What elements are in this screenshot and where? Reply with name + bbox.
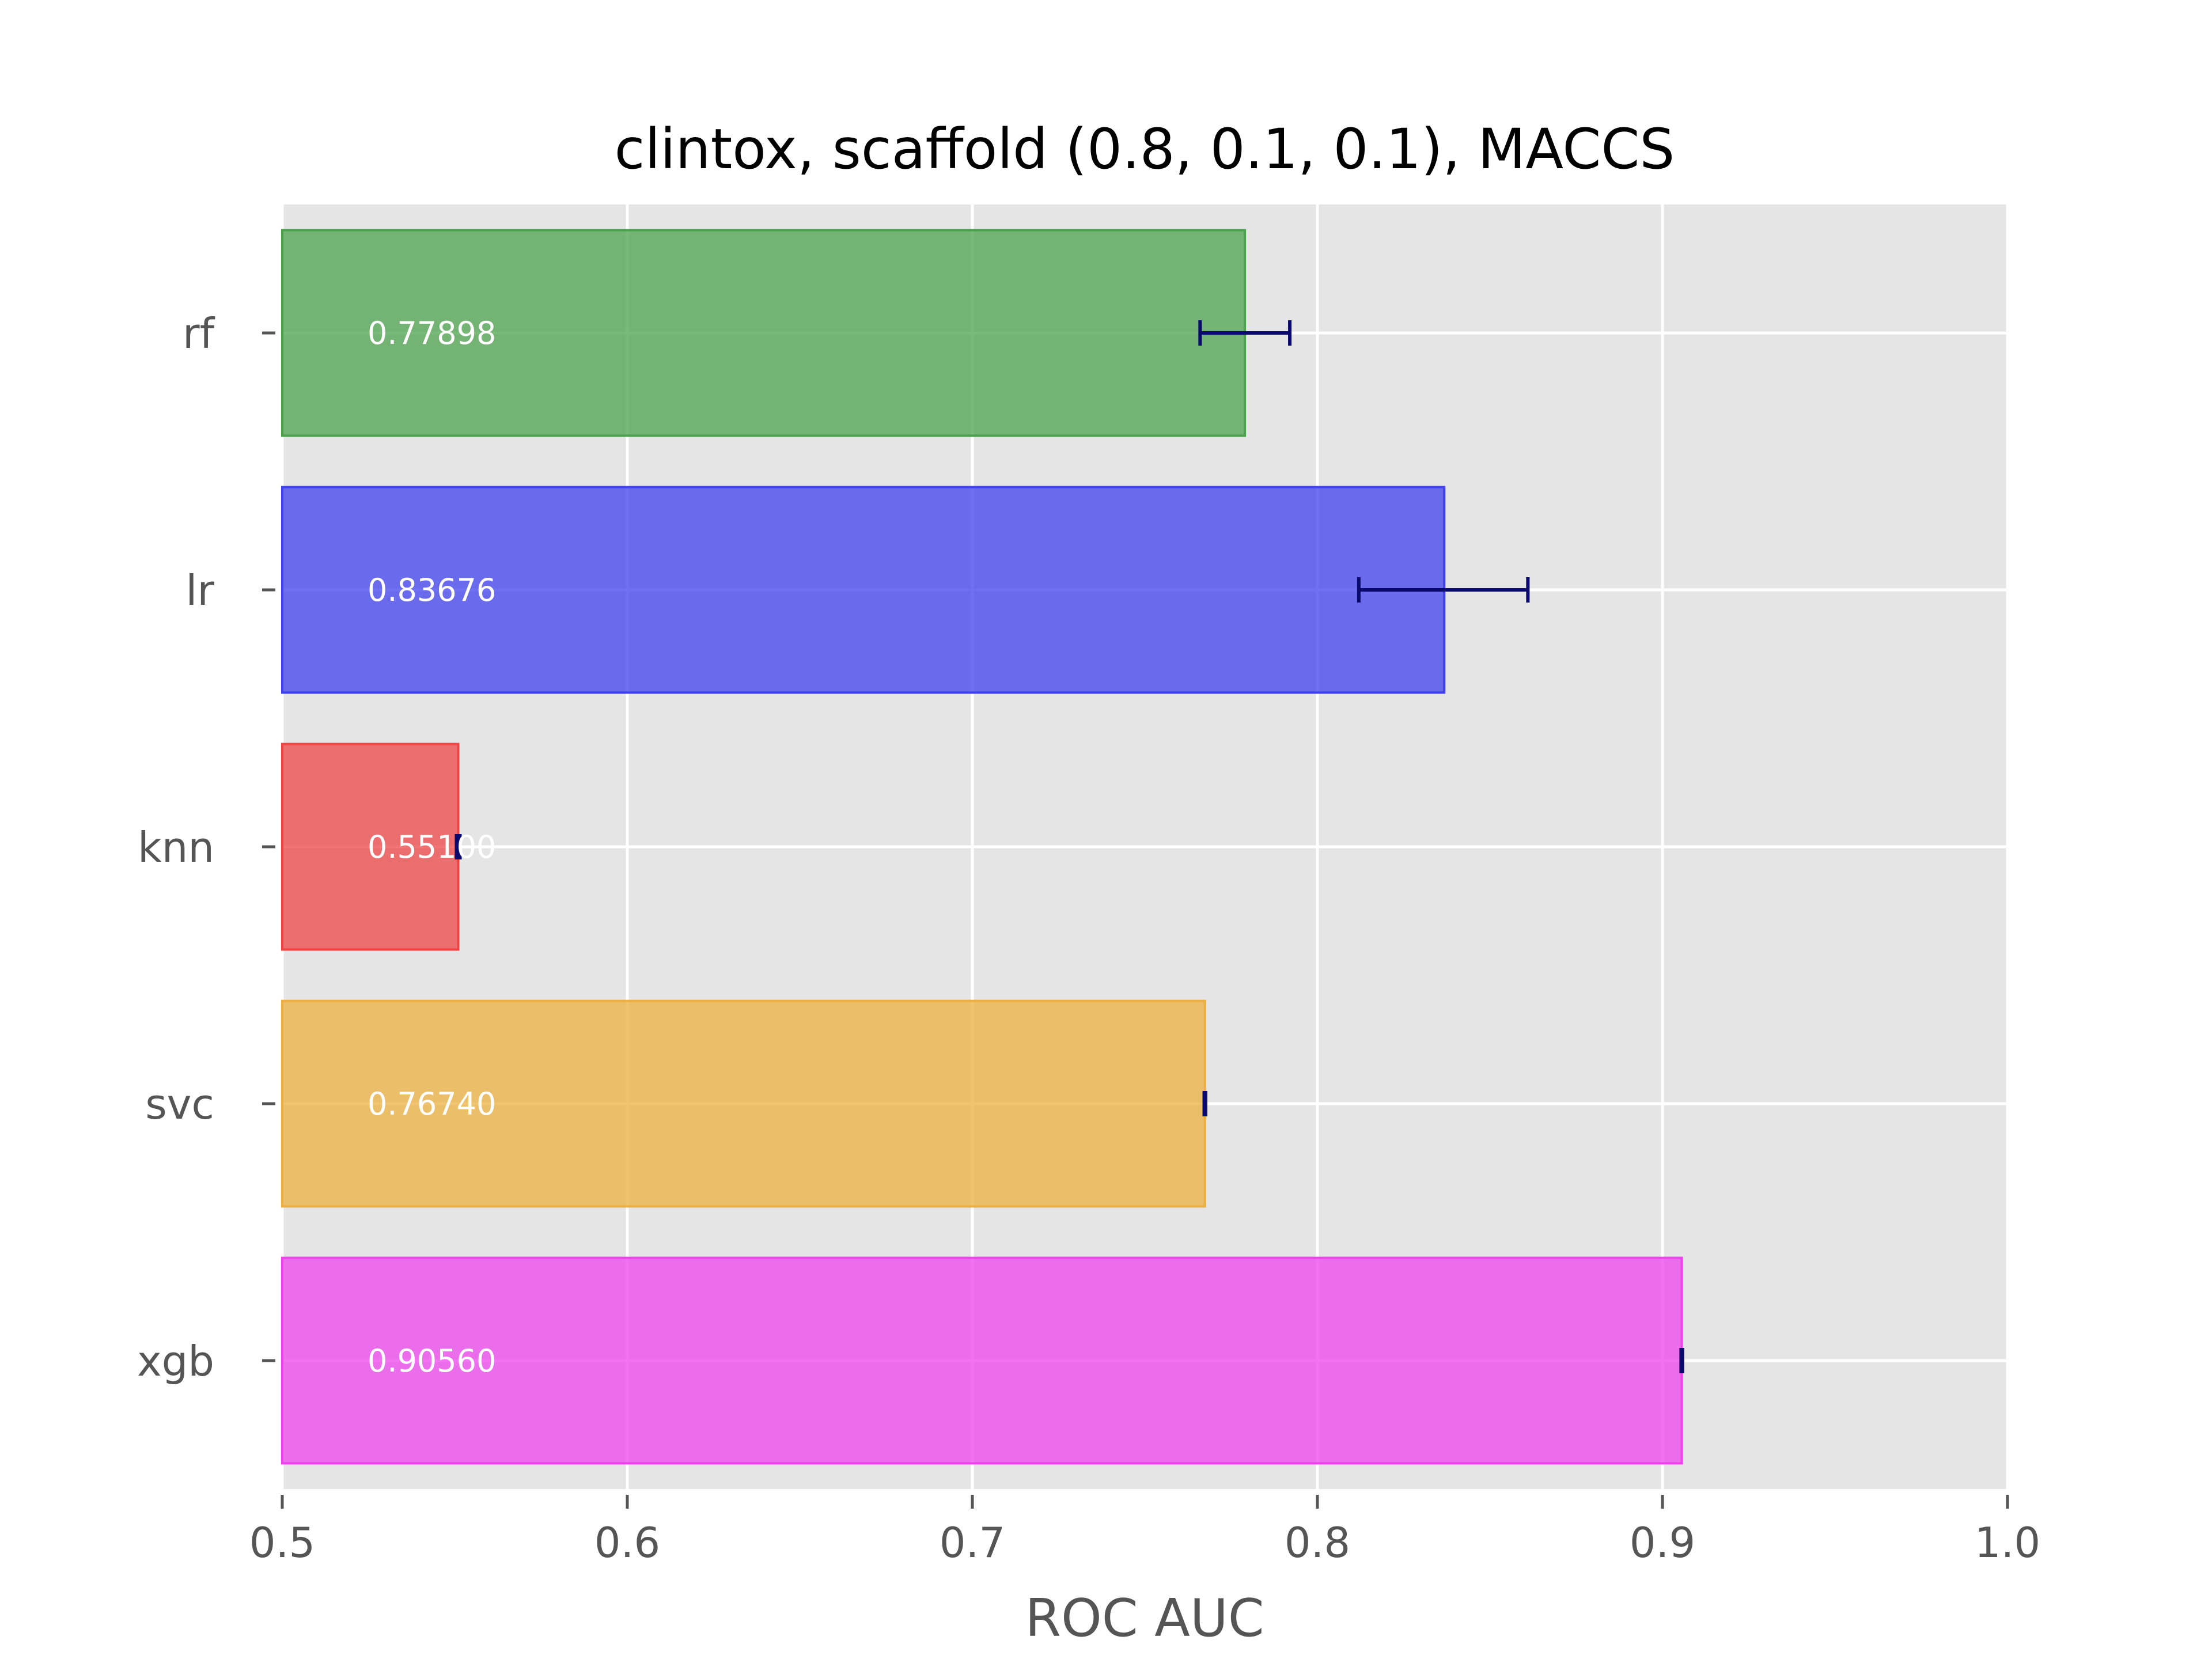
- bar-value-label-rf: 0.77898: [368, 315, 496, 351]
- x-tick-label: 0.5: [249, 1518, 316, 1567]
- chart-title: clintox, scaffold (0.8, 0.1, 0.1), MACCS: [615, 117, 1675, 181]
- y-axis: rf lr knn svc xgb: [137, 309, 275, 1385]
- bar-value-label-xgb: 0.90560: [368, 1343, 496, 1379]
- bar-value-label-svc: 0.76740: [368, 1086, 496, 1122]
- x-axis-label: ROC AUC: [1025, 1588, 1264, 1649]
- bar-value-labels: 0.77898 0.83676 0.55100 0.76740 0.90560: [368, 315, 496, 1379]
- y-tick-label-xgb: xgb: [137, 1337, 214, 1385]
- bar-knn: [281, 743, 460, 951]
- x-tick-label: 0.6: [594, 1518, 661, 1567]
- y-tick-label-rf: rf: [183, 309, 215, 358]
- x-tick-label: 0.7: [940, 1518, 1006, 1567]
- x-axis: 0.5 0.6 0.7 0.8 0.9 1.0: [249, 1495, 2041, 1567]
- bar-value-label-lr: 0.83676: [368, 572, 496, 608]
- y-tick-label-knn: knn: [138, 823, 214, 872]
- bar-xgb: [281, 1256, 1683, 1465]
- y-tick-label-svc: svc: [145, 1080, 214, 1128]
- y-tick-label-lr: lr: [185, 566, 214, 615]
- x-tick-label: 0.8: [1285, 1518, 1351, 1567]
- x-tick-label: 0.9: [1630, 1518, 1696, 1567]
- x-tick-label: 1.0: [1975, 1518, 2041, 1567]
- bars: [281, 229, 1683, 1465]
- error-bars: [454, 320, 1684, 1373]
- bar-value-label-knn: 0.55100: [368, 829, 496, 865]
